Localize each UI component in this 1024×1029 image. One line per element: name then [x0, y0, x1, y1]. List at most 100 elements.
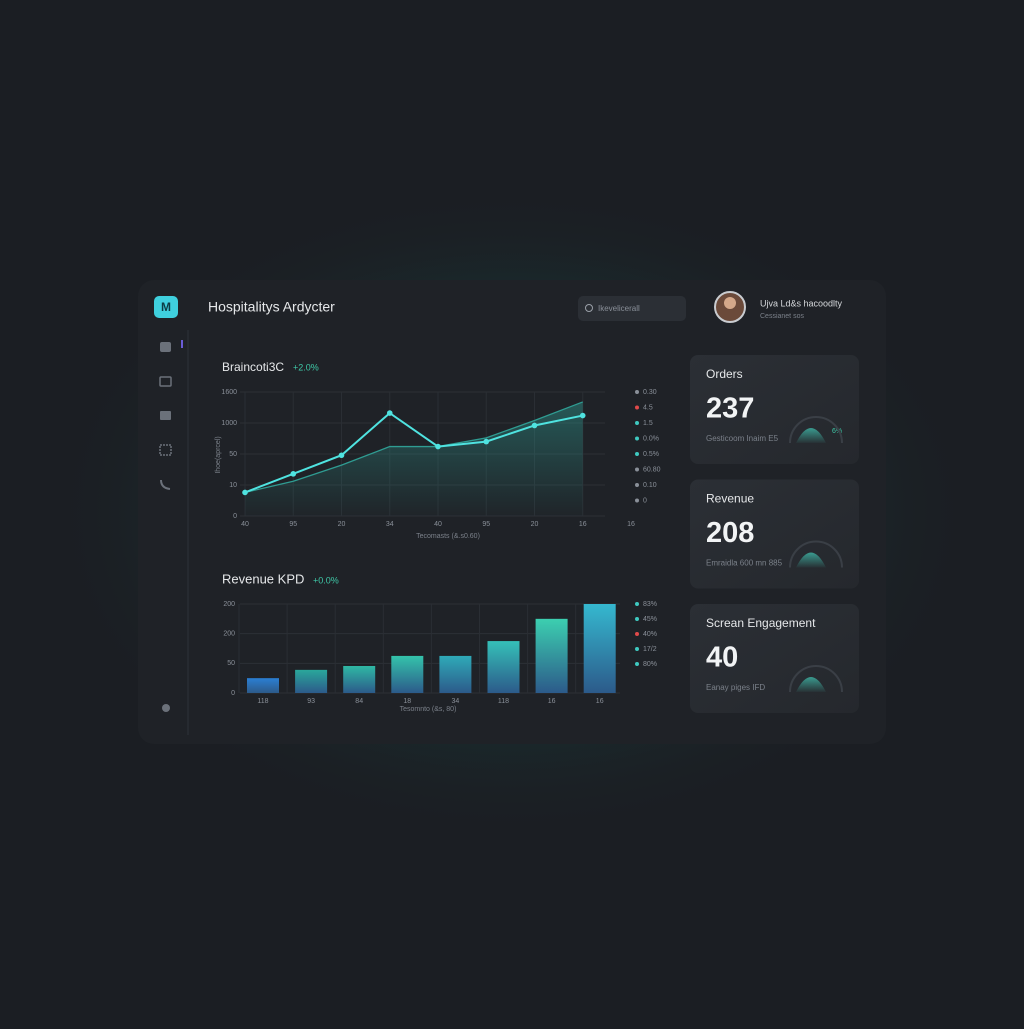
x-tick-label: 16 [596, 698, 604, 705]
bar [439, 655, 472, 693]
y-tick-label: 0 [233, 513, 237, 520]
legend-dot [635, 602, 639, 606]
kpi-caption: Gesticoom Inaim E5 [706, 434, 779, 443]
bar [583, 604, 616, 693]
x-tick-label: 84 [355, 698, 363, 705]
bar [391, 655, 424, 693]
nav-indicator [181, 340, 183, 348]
nav-icon[interactable] [160, 479, 171, 490]
kpi-gauge [789, 416, 843, 444]
legend-dot [635, 405, 639, 410]
bar-chart-title: Revenue KPD [222, 571, 304, 586]
x-axis-label: Tecomasts (&.s0.60) [416, 533, 480, 540]
legend-dot [635, 647, 639, 651]
area [245, 401, 583, 516]
legend-dot [635, 436, 639, 441]
bar [343, 666, 376, 693]
side-label: 0.10 [643, 482, 657, 489]
x-tick-label: 93 [307, 698, 315, 705]
point [531, 422, 538, 429]
bar-chart-change: +0.0% [313, 575, 339, 585]
side-label: 0.5% [643, 451, 659, 458]
bar [247, 678, 279, 693]
x-tick-label: 20 [531, 521, 539, 528]
avatar-face [724, 297, 736, 309]
y-tick-label: 1000 [221, 420, 237, 427]
y-tick-label: 10 [229, 482, 237, 489]
kpi-gauge-fill [796, 552, 826, 568]
legend-dot [635, 390, 639, 394]
kpi-gauge [789, 540, 843, 568]
kpi-value: 40 [706, 642, 738, 674]
legend-dot [635, 617, 639, 621]
bar [487, 641, 520, 693]
user-role: Cessianet sos [760, 313, 804, 320]
bar [535, 618, 568, 693]
y-axis-label: Ihoe(aprcel) [215, 436, 222, 473]
side-label: 0 [643, 497, 647, 504]
x-tick-label: 16 [627, 521, 635, 528]
x-tick-label: 95 [482, 521, 490, 528]
x-tick-label: 34 [386, 521, 394, 528]
line-chart-change: +2.0% [293, 362, 319, 372]
point [483, 438, 490, 445]
side-label: 0.0% [643, 435, 659, 442]
kpi-title: Orders [706, 367, 743, 381]
legend-dot [635, 632, 639, 636]
point [290, 471, 297, 477]
nav-icon[interactable] [159, 444, 172, 456]
point [338, 452, 345, 459]
x-tick-label: 16 [579, 521, 587, 528]
point [435, 443, 441, 450]
nav-icon[interactable] [159, 376, 172, 387]
x-tick-label: 118 [257, 698, 268, 705]
kpi-value: 208 [706, 517, 754, 549]
x-tick-label: 18 [403, 698, 411, 705]
side-label: 0.30 [643, 389, 657, 396]
kpi-value: 237 [706, 393, 754, 425]
nav-icon[interactable] [162, 704, 170, 712]
y-tick-label: 50 [227, 660, 235, 667]
legend-dot [635, 452, 639, 456]
logo-glyph: M [161, 300, 171, 314]
x-tick-label: 95 [289, 521, 297, 528]
x-tick-label: 118 [498, 698, 509, 705]
y-tick-label: 1600 [221, 389, 237, 396]
nav-icon[interactable] [160, 411, 171, 420]
side-label: 80% [643, 661, 657, 668]
x-tick-label: 34 [452, 698, 460, 705]
point [242, 489, 248, 496]
side-label: 45% [643, 616, 657, 623]
kpi-gauge-fill [796, 677, 826, 692]
line-chart-title: Braincoti3C [222, 360, 284, 374]
search-box[interactable] [578, 296, 686, 321]
search-icon [585, 304, 593, 312]
kpi-caption: Emraidla 600 mn 885 [706, 559, 783, 568]
x-tick-label: 40 [241, 521, 249, 528]
y-tick-label: 0 [231, 690, 235, 697]
line [244, 411, 583, 494]
kpi-title: Screan Engagement [706, 616, 816, 630]
app-title: Hospitalitys Ardycter [208, 299, 335, 315]
side-label: 83% [643, 601, 657, 608]
side-label: 1.5 [643, 420, 653, 427]
x-tick-label: 40 [434, 521, 442, 528]
kpi-gauge [789, 665, 843, 693]
legend-dot [635, 662, 639, 666]
side-label: 60.80 [643, 466, 661, 473]
side-label: 40% [643, 631, 657, 638]
y-tick-label: 50 [229, 451, 237, 458]
point [579, 412, 586, 419]
legend-dot [635, 483, 639, 487]
nav-icon[interactable] [160, 342, 171, 352]
kpi-caption: Eanay piges IFD [706, 683, 765, 692]
kpi-cards: Orders 237 Gesticoom Inaim E5 6% Revenue 208 E… [690, 355, 859, 713]
x-tick-label: 16 [548, 698, 556, 705]
side-label: 17/2 [643, 646, 657, 653]
y-tick-label: 200 [223, 601, 235, 608]
user-name: Ujva Ld&s hacoodlty [760, 298, 843, 308]
x-axis-label: Tesomnto (&s, 80) [400, 706, 457, 713]
legend-dot [635, 467, 639, 472]
